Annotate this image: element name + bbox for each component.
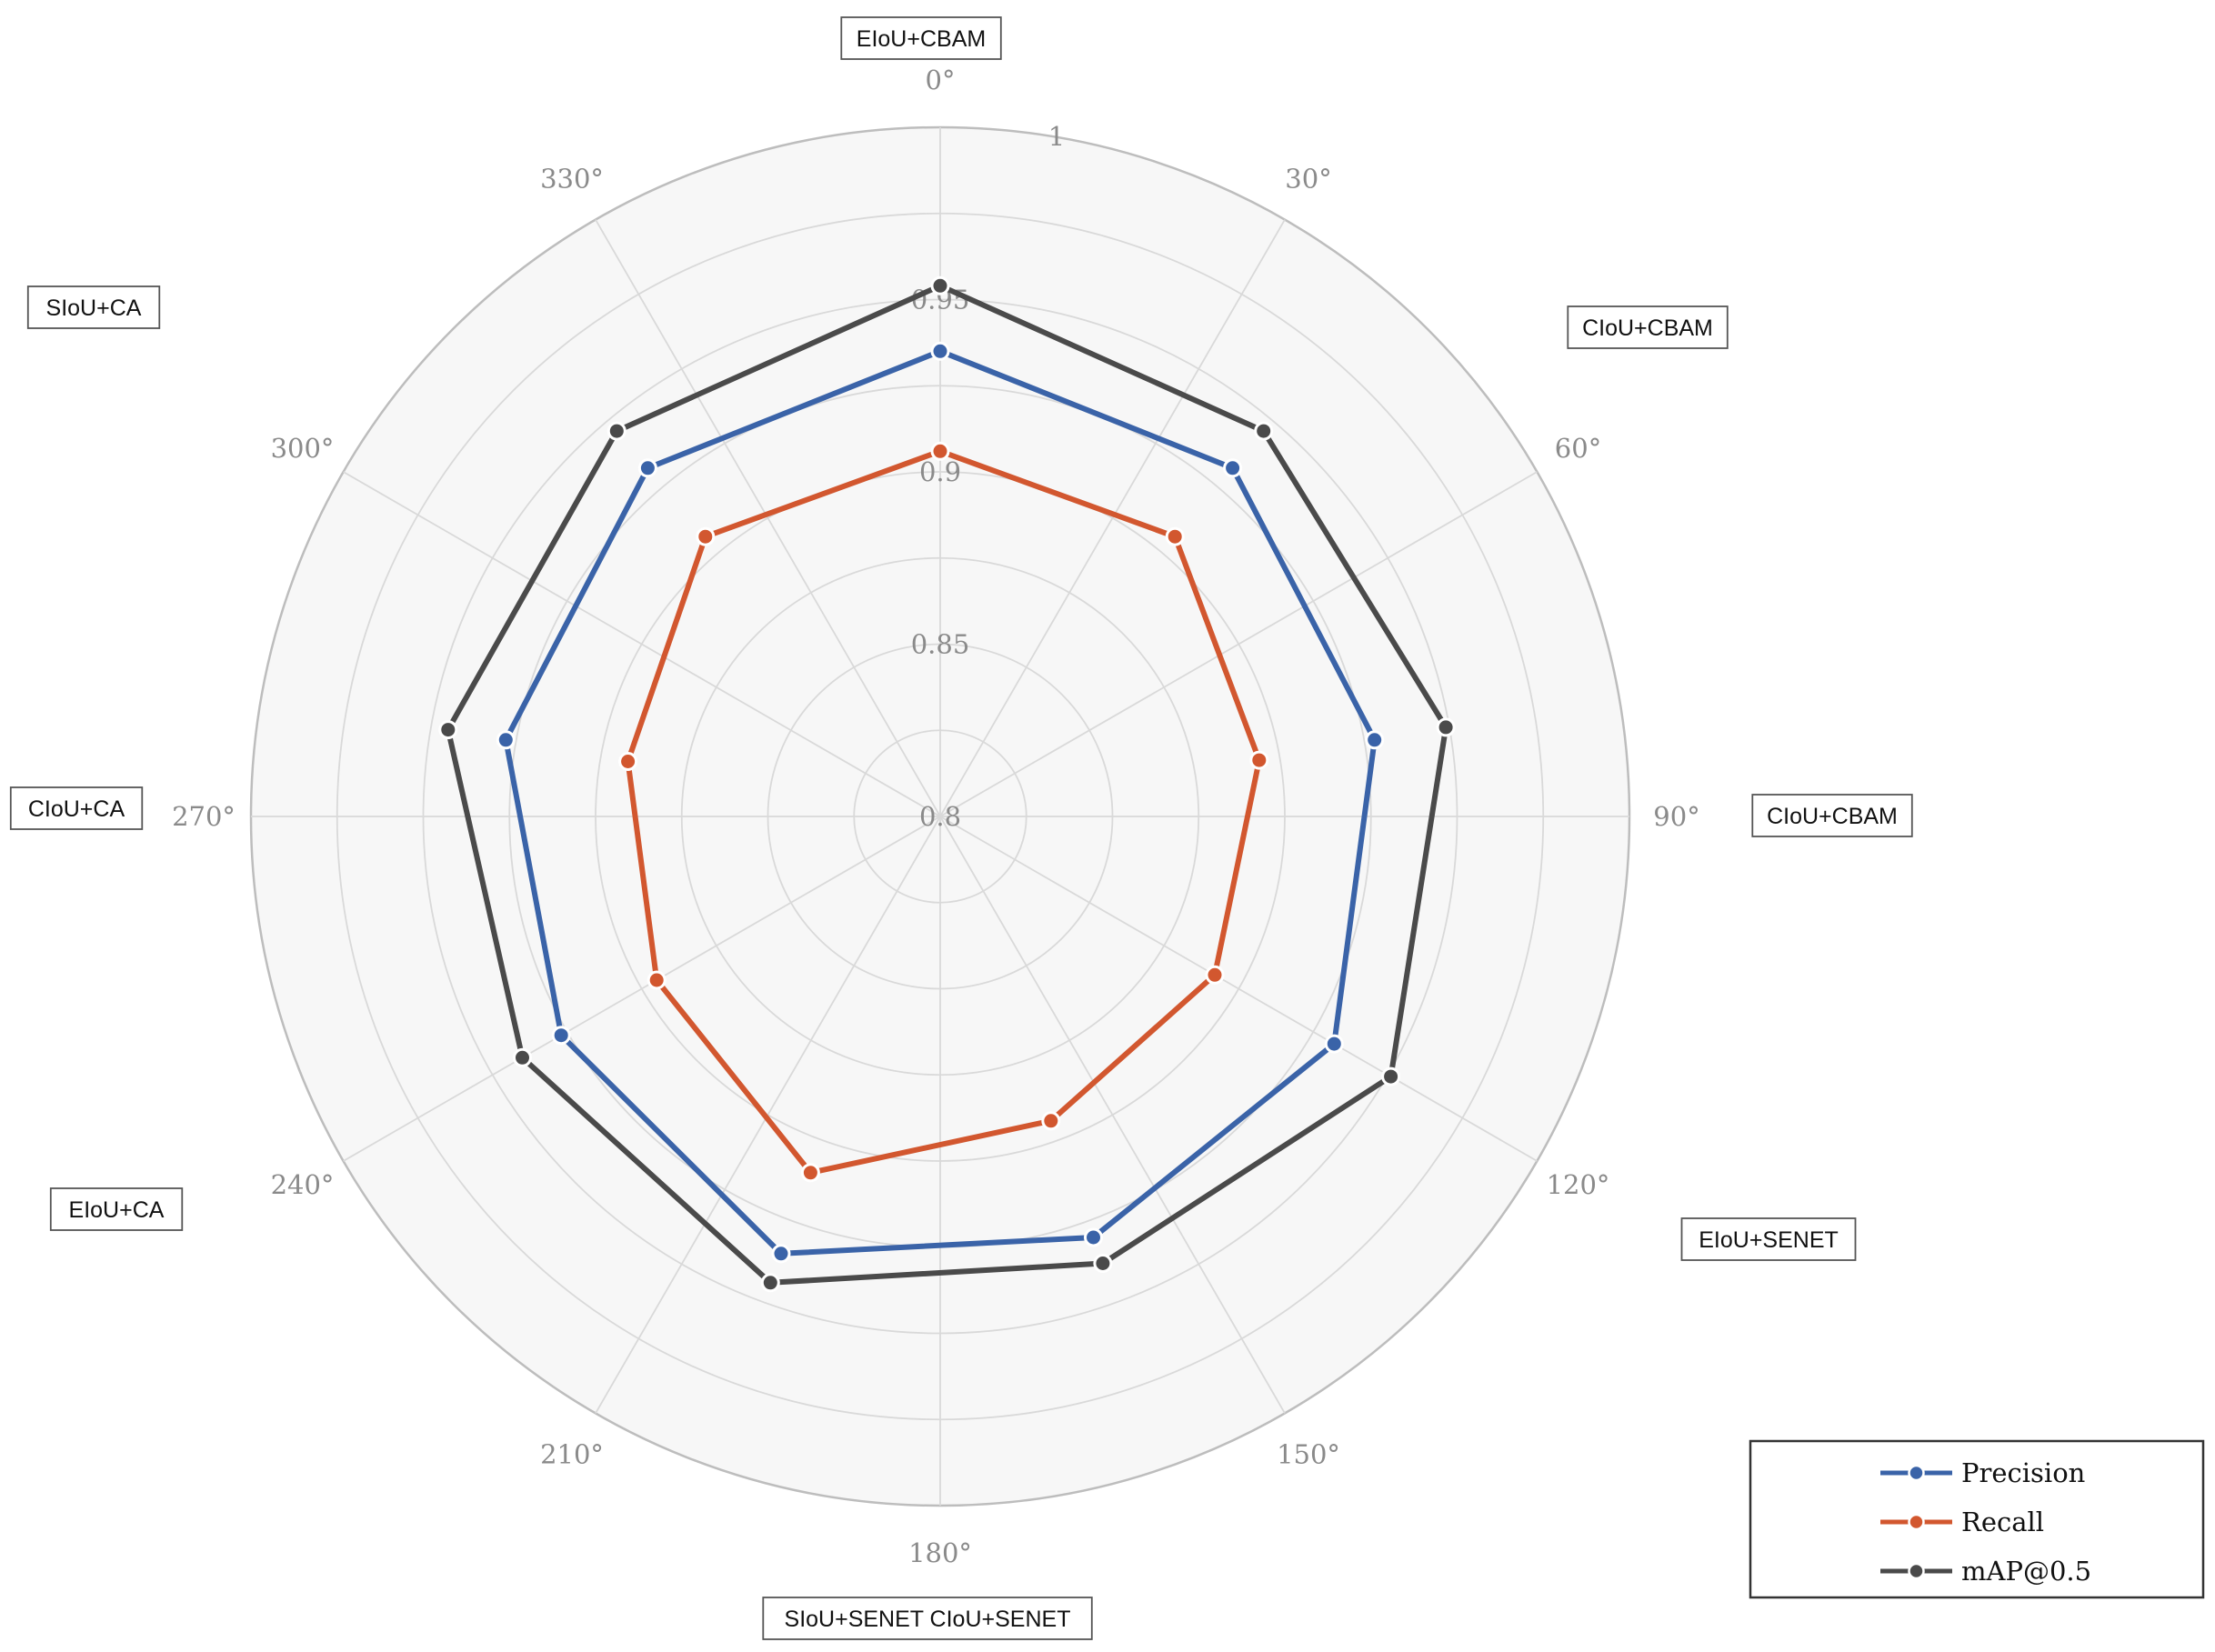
data-point <box>800 1163 820 1183</box>
angular-tick-label: 60° <box>1555 433 1601 464</box>
legend-box <box>1749 1439 2205 1599</box>
category-label-text: SIoU+SENET CIoU+SENET <box>785 1607 1071 1632</box>
category-label-text: CIoU+CBAM <box>1582 315 1713 341</box>
data-point <box>930 275 950 295</box>
data-point <box>438 720 458 740</box>
category-label: EIoU+CA <box>49 1187 184 1231</box>
data-point <box>1324 1034 1344 1054</box>
data-point <box>646 970 667 990</box>
angular-grid-spoke <box>595 219 941 817</box>
category-label-box <box>1680 1217 1857 1261</box>
data-point <box>551 1026 571 1046</box>
category-label-box <box>1567 305 1729 349</box>
angular-tick-label: 210° <box>540 1439 604 1470</box>
angular-tick-label: 120° <box>1547 1169 1610 1200</box>
legend-label: Precision <box>1961 1457 2085 1488</box>
legend-swatch-marker <box>1908 1464 1925 1482</box>
angular-tick-label: 270° <box>172 801 236 832</box>
category-label: EIoU+SENET <box>1680 1217 1857 1261</box>
category-label-text: EIoU+CA <box>69 1197 165 1223</box>
data-point <box>696 526 716 546</box>
data-point <box>760 1273 780 1293</box>
category-label-text: SIoU+CA <box>46 295 142 321</box>
data-point <box>606 421 626 441</box>
category-label: CIoU+CA <box>9 786 144 830</box>
category-label-box <box>26 285 161 329</box>
data-point <box>1254 421 1274 441</box>
data-point <box>1381 1066 1401 1086</box>
category-label: EIoU+CBAM <box>840 16 1002 60</box>
legend-label: mAP@0.5 <box>1961 1556 2091 1587</box>
data-point <box>930 341 950 361</box>
angular-tick-label: 30° <box>1285 164 1331 195</box>
category-label-box <box>840 16 1002 60</box>
angular-tick-label: 330° <box>540 164 604 195</box>
series-line-map-0-5 <box>445 283 1449 1286</box>
angular-grid-spoke <box>939 816 1538 1162</box>
category-label: CIoU+CBAM <box>1751 794 1913 837</box>
category-label-text: CIoU+CBAM <box>1767 804 1898 829</box>
angular-tick-label: 0° <box>926 65 956 95</box>
category-label-box <box>762 1597 1093 1640</box>
legend-swatch-marker <box>1908 1562 1925 1580</box>
series-line-recall <box>625 448 1262 1176</box>
radial-tick-label: 0.85 <box>911 629 970 660</box>
series-line-precision <box>503 348 1378 1257</box>
angular-grid-spoke <box>343 471 941 817</box>
data-point <box>1165 526 1185 546</box>
angular-tick-label: 300° <box>271 433 335 464</box>
category-label: CIoU+CBAM <box>1567 305 1729 349</box>
data-point <box>1205 965 1225 985</box>
angular-grid-spoke <box>343 816 941 1162</box>
category-label-text: EIoU+SENET <box>1699 1227 1839 1253</box>
angular-grid-spoke <box>939 471 1538 817</box>
angular-tick-label: 240° <box>271 1169 335 1200</box>
data-point <box>1223 458 1243 478</box>
data-point <box>496 730 516 750</box>
category-label-box <box>49 1187 184 1231</box>
radial-tick-label: 0.9 <box>919 456 961 487</box>
angular-tick-label: 180° <box>908 1537 972 1568</box>
category-label: SIoU+SENET CIoU+SENET <box>762 1597 1093 1640</box>
data-point <box>618 752 638 771</box>
category-label-box <box>9 786 144 830</box>
data-point <box>637 458 657 478</box>
angular-grid-spoke <box>939 219 1286 817</box>
category-label-box <box>1751 794 1913 837</box>
data-point <box>1041 1111 1061 1131</box>
category-label-text: EIoU+CBAM <box>857 26 986 52</box>
angular-grid-spoke <box>939 816 1286 1414</box>
data-point <box>1365 730 1385 750</box>
data-point <box>930 441 950 461</box>
data-point <box>1084 1227 1103 1247</box>
angular-grid-spoke <box>595 816 941 1414</box>
radial-tick-label: 0.8 <box>919 801 961 832</box>
angular-tick-label: 90° <box>1653 801 1699 832</box>
data-point <box>1436 717 1456 737</box>
data-point <box>513 1047 532 1067</box>
legend-label: Recall <box>1961 1507 2044 1537</box>
angular-tick-label: 150° <box>1277 1439 1340 1470</box>
data-point <box>771 1244 791 1264</box>
category-label: SIoU+CA <box>26 285 161 329</box>
radial-tick-label: 1 <box>1048 121 1065 152</box>
category-label-text: CIoU+CA <box>28 796 125 822</box>
data-point <box>1093 1254 1113 1273</box>
data-point <box>1249 750 1269 770</box>
legend-swatch-marker <box>1908 1513 1925 1531</box>
